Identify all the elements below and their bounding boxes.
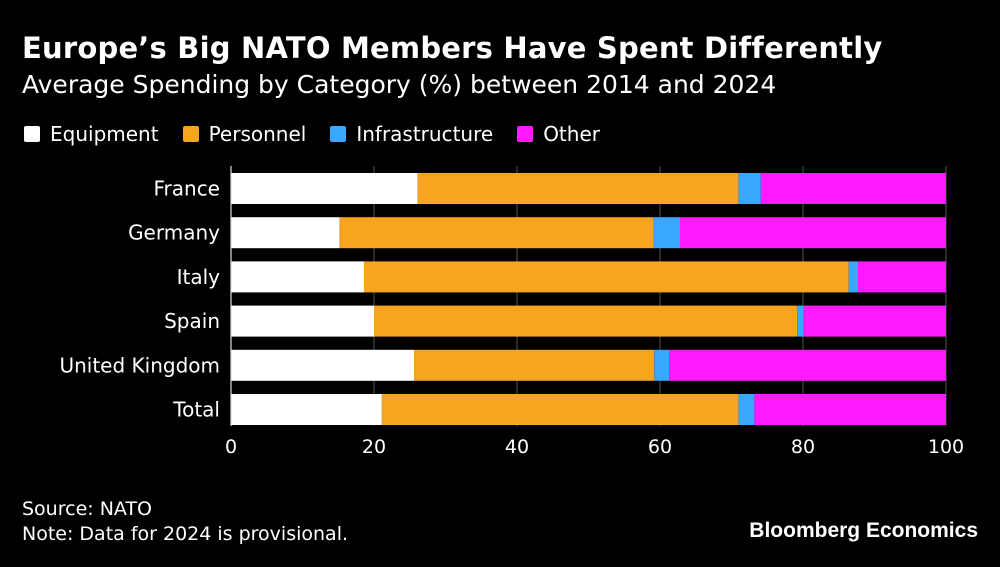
bar-france-infrastructure	[738, 173, 761, 204]
legend-label-other: Other	[543, 122, 600, 146]
legend: Equipment Personnel Infrastructure Other	[24, 121, 624, 147]
category-label-france: France	[153, 177, 220, 201]
x-tick-label-100: 100	[928, 436, 964, 458]
bar-france-other	[760, 173, 946, 204]
x-tick-label-40: 40	[505, 436, 529, 458]
legend-item-infrastructure: Infrastructure	[330, 122, 493, 146]
legend-swatch-other	[517, 126, 534, 142]
bar-united-kingdom-infrastructure	[654, 349, 670, 381]
x-tick-label-60: 60	[648, 436, 672, 458]
category-label-italy: Italy	[177, 265, 221, 289]
bar-italy-other	[858, 261, 946, 293]
legend-item-personnel: Personnel	[182, 122, 307, 146]
legend-label-infrastructure: Infrastructure	[356, 122, 494, 146]
legend-swatch-equipment	[24, 126, 40, 142]
bar-germany-personnel	[339, 217, 654, 249]
bar-italy-equipment	[231, 261, 364, 293]
category-label-total: Total	[172, 398, 220, 422]
legend-item-equipment: Equipment	[24, 122, 159, 146]
bar-united-kingdom-equipment	[231, 349, 415, 381]
bar-spain-personnel	[374, 305, 798, 337]
x-tick-label-0: 0	[225, 436, 237, 458]
stacked-bar-chart: France Germany Italy Spain United Kingdom Tot…	[59, 166, 964, 458]
bar-spain-other	[803, 305, 946, 337]
category-label-united-kingdom: United Kingdom	[59, 353, 220, 377]
bar-total-infrastructure	[738, 394, 755, 425]
source-note: Source: NATO	[22, 498, 152, 520]
footer: Source: NATO Note: Data for 2024 is prov…	[22, 497, 348, 547]
data-note: Note: Data for 2024 is provisional.	[22, 523, 349, 545]
x-tick-label-20: 20	[362, 436, 386, 458]
bar-germany-other	[680, 217, 946, 249]
legend-item-other: Other	[517, 122, 600, 146]
category-label-spain: Spain	[164, 309, 220, 333]
bar-italy-infrastructure	[848, 261, 859, 293]
bar-france-personnel	[417, 173, 739, 204]
bar-total-other	[754, 394, 946, 425]
chart-subtitle: Average Spending by Category (%) between…	[22, 70, 777, 99]
legend-label-personnel: Personnel	[208, 122, 307, 146]
legend-swatch-personnel	[182, 126, 199, 142]
bar-total-equipment	[231, 394, 382, 425]
x-tick-label-80: 80	[791, 436, 815, 458]
bar-france-equipment	[231, 173, 418, 204]
brand-logo: Bloomberg Economics	[749, 519, 978, 542]
bar-spain-equipment	[231, 305, 374, 337]
bar-united-kingdom-personnel	[414, 349, 655, 381]
bar-germany-equipment	[231, 217, 340, 249]
bar-spain-infrastructure	[797, 305, 804, 337]
legend-label-equipment: Equipment	[50, 122, 159, 146]
legend-swatch-infrastructure	[330, 126, 347, 142]
bar-germany-infrastructure	[653, 217, 681, 249]
chart-title: Europe’s Big NATO Members Have Spent Dif…	[22, 31, 883, 65]
bar-total-personnel	[381, 394, 739, 425]
category-label-germany: Germany	[128, 221, 220, 245]
bar-italy-personnel	[363, 261, 849, 293]
bar-united-kingdom-other	[669, 349, 946, 381]
